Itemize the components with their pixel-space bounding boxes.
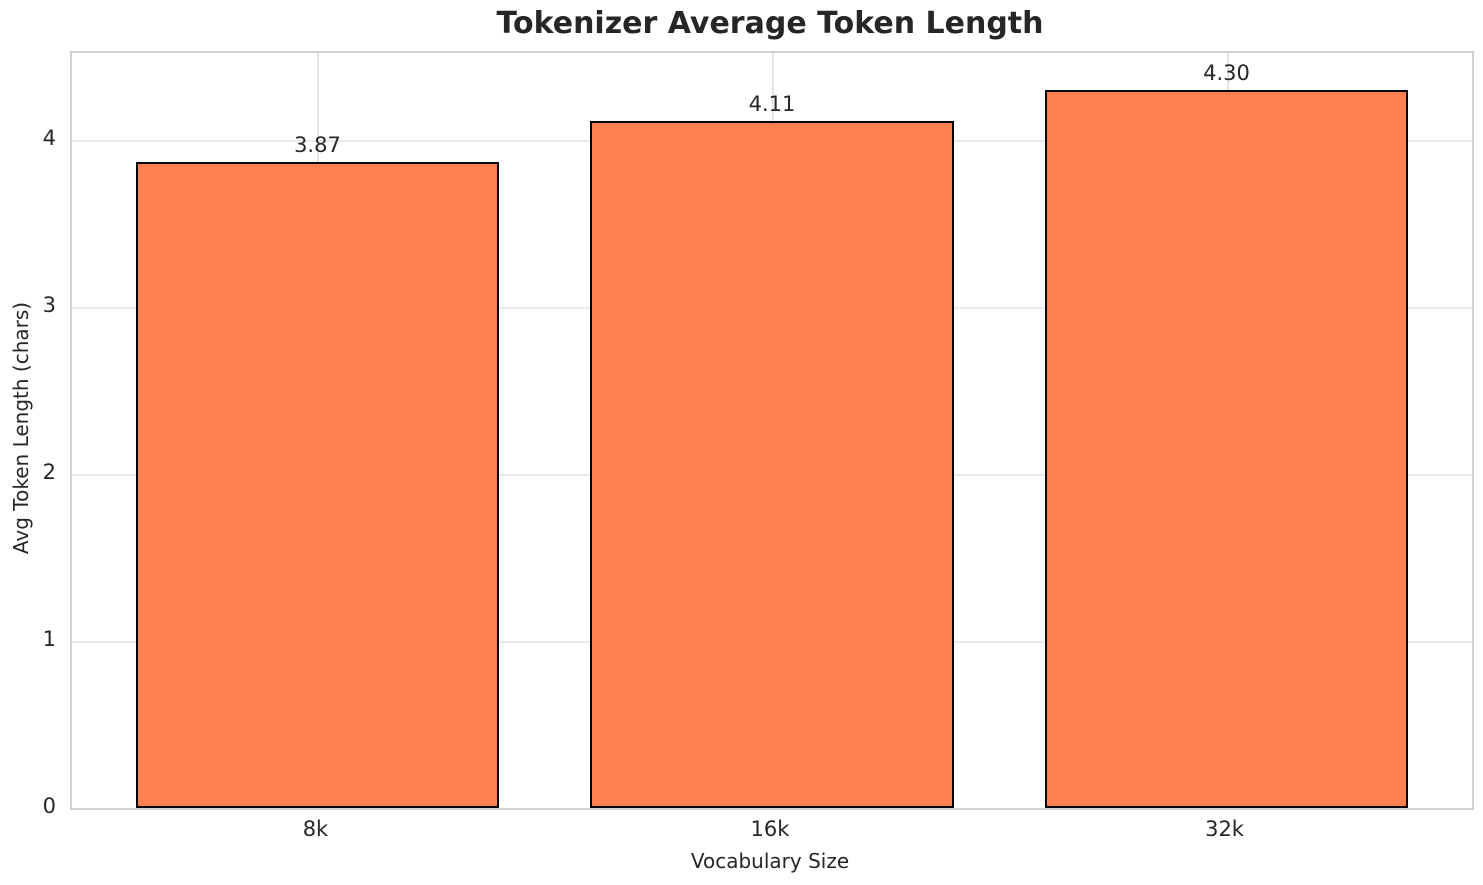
bar-32k (1044, 89, 1409, 808)
y-axis-label: Avg Token Length (chars) (9, 301, 33, 555)
y-tick-label: 2 (42, 459, 56, 484)
bar-value-label: 4.30 (1203, 60, 1250, 85)
plot-area: 3.87 4.11 4.30 (70, 51, 1474, 810)
bar-value-label: 3.87 (294, 132, 341, 157)
y-tick-label: 1 (42, 626, 56, 651)
bar-value-label: 4.11 (748, 92, 796, 117)
y-tick-label: 0 (42, 794, 56, 818)
chart-title: Tokenizer Average Token Length (496, 6, 1044, 41)
bar-16k (590, 121, 954, 808)
x-tick-label: 32k (1205, 817, 1244, 841)
x-tick-label: 16k (750, 817, 790, 841)
y-tick-label: 3 (42, 292, 56, 317)
x-axis-label: Vocabulary Size (690, 849, 850, 873)
bar-8k (135, 161, 500, 808)
y-tick-label: 4 (42, 125, 56, 150)
x-tick-label: 8k (302, 817, 329, 841)
